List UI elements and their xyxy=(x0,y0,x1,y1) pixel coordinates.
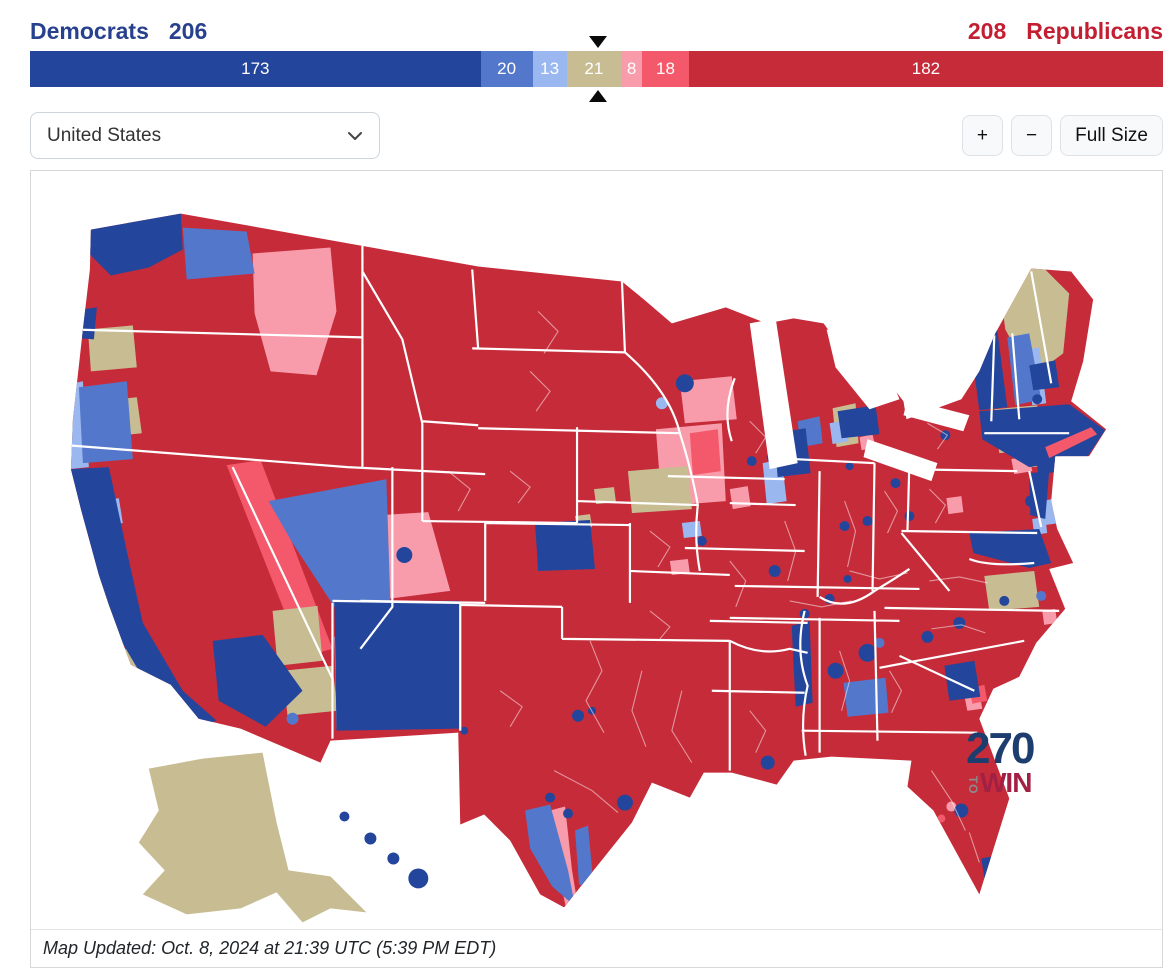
republican-count: 208 xyxy=(967,18,1007,44)
chevron-down-icon xyxy=(347,128,363,144)
bar-segment-safe-dem[interactable]: 173 xyxy=(30,51,481,87)
state-borders xyxy=(70,216,1070,771)
logo-to: TO xyxy=(966,776,980,795)
long-island[interactable] xyxy=(1045,427,1098,459)
segment-value: 182 xyxy=(911,59,941,78)
majority-marker-bottom xyxy=(588,90,607,102)
majority-marker-top xyxy=(588,36,607,48)
segment-value: 20 xyxy=(497,59,517,78)
segment-value: 18 xyxy=(656,59,675,78)
bar-segment-likely-rep[interactable]: 18 xyxy=(642,51,689,87)
bar-segment-tossup[interactable]: 21 xyxy=(566,51,622,87)
lake-ontario xyxy=(903,399,970,432)
totals-header: Democrats 206 208 Republicans xyxy=(30,0,1163,44)
great-lakes xyxy=(749,318,970,482)
full-size-button[interactable]: Full Size xyxy=(1060,115,1163,156)
seat-rating-bar: 173 20 13 21 8 18 182 xyxy=(30,51,1163,87)
seat-bar-wrap: 173 20 13 21 8 18 182 xyxy=(30,36,1163,102)
region-select[interactable]: United States xyxy=(30,112,380,159)
map-updated-text: Map Updated: Oct. 8, 2024 at 21:39 UTC (… xyxy=(43,938,497,958)
bar-segment-lean-dem[interactable]: 13 xyxy=(532,51,567,87)
bar-segment-safe-rep[interactable]: 182 xyxy=(688,51,1163,87)
logo-win: WIN xyxy=(980,767,1032,798)
lake-erie xyxy=(863,439,938,482)
republican-label: Republicans xyxy=(1026,18,1163,44)
map-controls: United States + − Full Size xyxy=(30,112,1163,159)
democrat-total: Democrats 206 xyxy=(30,18,207,45)
lake-huron xyxy=(826,329,900,410)
zoom-in-button[interactable]: + xyxy=(961,115,1004,156)
map-container: 270 TO WIN Map Updated: Oct. 8, 2024 at … xyxy=(30,170,1163,968)
zoom-out-button[interactable]: − xyxy=(1011,115,1053,156)
alaska[interactable] xyxy=(138,752,367,923)
segment-value: 8 xyxy=(626,59,637,78)
270towin-logo: 270 TO WIN xyxy=(966,724,1035,798)
zoom-buttons: + − Full Size xyxy=(961,115,1163,156)
democrat-count: 206 xyxy=(168,18,208,44)
republican-total: 208 Republicans xyxy=(968,18,1163,45)
lake-michigan xyxy=(749,318,798,470)
segment-value: 21 xyxy=(584,59,604,78)
hawaii[interactable] xyxy=(339,811,429,889)
region-select-value: United States xyxy=(47,124,162,146)
house-forecast-page: Democrats 206 208 Republicans 173 20 13 … xyxy=(30,0,1163,968)
segment-value: 13 xyxy=(540,59,560,78)
democrat-label: Democrats xyxy=(30,18,149,44)
bar-segment-lean-rep[interactable]: 8 xyxy=(621,51,643,87)
bar-segment-likely-dem[interactable]: 20 xyxy=(480,51,533,87)
map-footer: Map Updated: Oct. 8, 2024 at 21:39 UTC (… xyxy=(31,929,1162,967)
us-house-district-map[interactable] xyxy=(31,171,1164,929)
segment-value: 173 xyxy=(241,59,270,78)
logo-270: 270 xyxy=(966,724,1035,773)
safe-dem-regions xyxy=(70,213,1106,885)
